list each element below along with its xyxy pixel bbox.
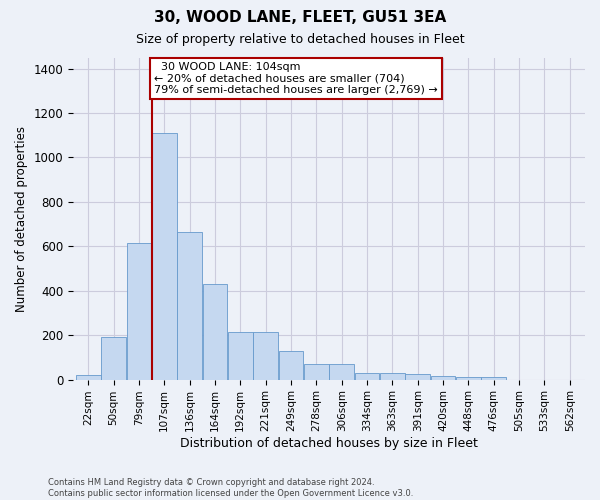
X-axis label: Distribution of detached houses by size in Fleet: Distribution of detached houses by size …	[180, 437, 478, 450]
Bar	[355, 373, 379, 380]
Bar	[127, 243, 151, 380]
Bar	[203, 284, 227, 380]
Bar	[178, 232, 202, 380]
Bar	[101, 338, 126, 380]
Bar	[380, 373, 404, 380]
Bar	[279, 350, 303, 380]
Bar	[431, 376, 455, 380]
Bar	[329, 364, 354, 380]
Text: Contains HM Land Registry data © Crown copyright and database right 2024.
Contai: Contains HM Land Registry data © Crown c…	[48, 478, 413, 498]
Bar	[152, 133, 176, 380]
Bar	[76, 374, 101, 380]
Bar	[253, 332, 278, 380]
Bar	[228, 332, 253, 380]
Text: Size of property relative to detached houses in Fleet: Size of property relative to detached ho…	[136, 32, 464, 46]
Bar	[456, 378, 481, 380]
Text: 30 WOOD LANE: 104sqm
← 20% of detached houses are smaller (704)
79% of semi-deta: 30 WOOD LANE: 104sqm ← 20% of detached h…	[154, 62, 438, 95]
Bar	[304, 364, 329, 380]
Y-axis label: Number of detached properties: Number of detached properties	[15, 126, 28, 312]
Bar	[481, 378, 506, 380]
Bar	[406, 374, 430, 380]
Text: 30, WOOD LANE, FLEET, GU51 3EA: 30, WOOD LANE, FLEET, GU51 3EA	[154, 10, 446, 25]
